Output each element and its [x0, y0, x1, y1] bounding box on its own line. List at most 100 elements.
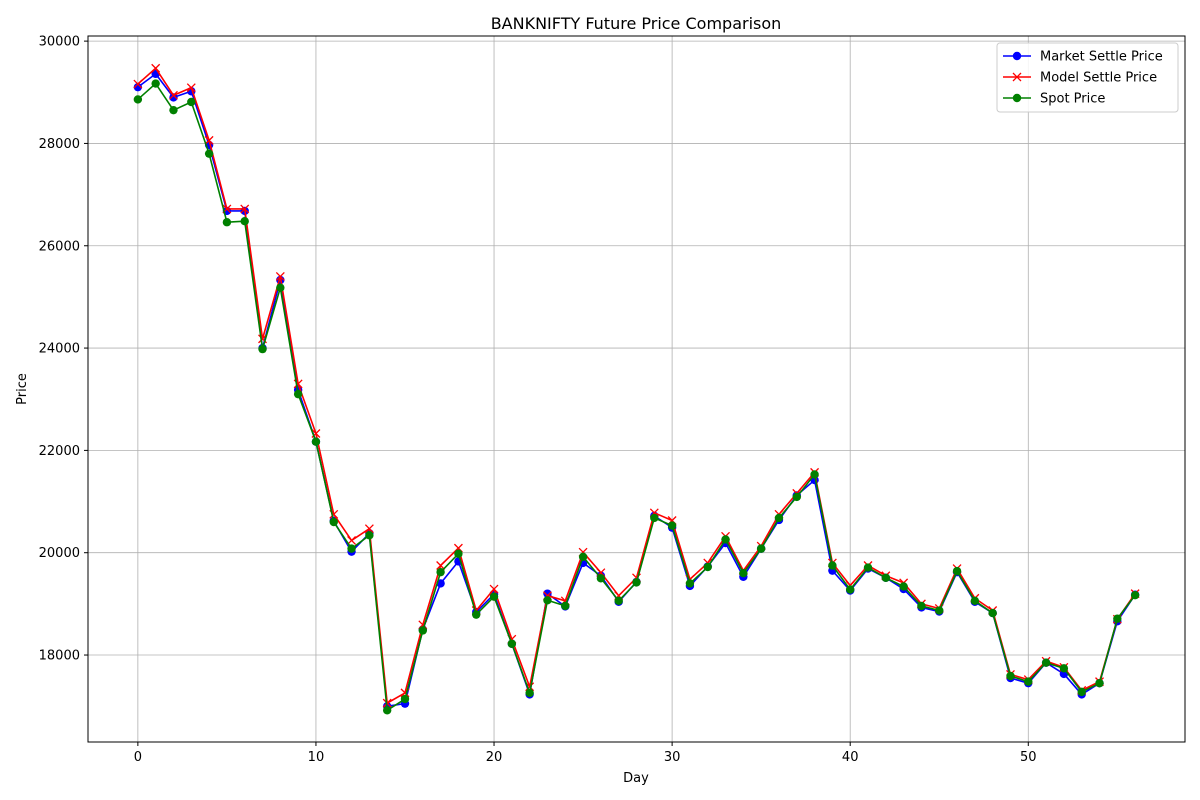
data-point: [454, 549, 463, 558]
data-point: [970, 596, 980, 605]
data-point: [204, 135, 214, 145]
data-point: [596, 574, 606, 583]
y-axis: 18000 20000 22000 24000 26000 28000 30000: [39, 35, 88, 664]
data-point: [347, 535, 357, 545]
x-axis: 0 10 20 30 40 50: [134, 742, 1037, 765]
data-point: [240, 216, 249, 226]
y-tick-label: 18000: [39, 649, 80, 664]
data-point: [899, 582, 908, 591]
data-point: [739, 568, 748, 578]
data-point: [151, 63, 161, 73]
series-2: [133, 79, 1140, 715]
legend-marker: [1012, 51, 1022, 61]
data-point: [240, 204, 250, 214]
data-point: [543, 596, 552, 605]
x-tick-label: 0: [134, 750, 142, 765]
data-point: [810, 470, 819, 479]
data-point: [935, 606, 944, 615]
x-axis-label: Day: [623, 771, 649, 786]
data-point: [1113, 614, 1122, 623]
data-point: [774, 513, 784, 523]
data-point: [792, 492, 801, 502]
data-point: [347, 544, 356, 553]
data-point: [293, 389, 303, 399]
data-point: [436, 561, 446, 570]
data-point: [418, 626, 427, 635]
legend-label: Spot Price: [1040, 92, 1105, 107]
y-tick-label: 26000: [39, 239, 80, 254]
data-point: [258, 344, 267, 354]
data-point: [151, 79, 160, 88]
data-point: [1077, 687, 1086, 697]
data-point: [436, 567, 445, 577]
data-point: [489, 592, 499, 601]
data-point: [133, 79, 143, 89]
chart-title: BANKNIFTY Future Price Comparison: [491, 14, 782, 33]
data-point: [204, 149, 214, 158]
y-axis-label: Price: [15, 373, 30, 405]
data-point: [828, 561, 837, 570]
data-point: [988, 608, 997, 618]
data-point: [1041, 658, 1051, 667]
data-point: [507, 639, 517, 648]
data-point: [1130, 590, 1140, 600]
plot-frame: [87, 35, 1186, 743]
data-point: [169, 105, 178, 115]
data-point: [614, 596, 623, 605]
x-tick-label: 50: [1020, 750, 1037, 765]
legend-box: [996, 42, 1179, 113]
data-point: [329, 517, 338, 527]
data-point: [472, 610, 481, 619]
data-point: [222, 218, 232, 227]
data-point: [721, 535, 730, 544]
data-point: [650, 513, 659, 523]
data-point: [685, 579, 695, 588]
data-point: [846, 585, 855, 594]
legend-label: Market Settle Price: [1040, 50, 1163, 65]
y-tick-label: 24000: [39, 342, 80, 357]
data-point: [276, 283, 285, 292]
legend-marker: [1012, 72, 1022, 82]
y-tick-label: 28000: [39, 137, 80, 152]
data-point: [1095, 678, 1104, 688]
data-point: [632, 578, 641, 587]
data-point: [667, 521, 677, 530]
x-tick-label: 10: [308, 750, 325, 765]
data-point: [881, 573, 891, 582]
x-tick-label: 20: [486, 750, 503, 765]
y-tick-label: 22000: [39, 444, 80, 459]
data-point: [1024, 677, 1033, 686]
data-point: [952, 566, 962, 576]
x-tick-label: 30: [664, 750, 681, 765]
legend-item: Model Settle Price: [1003, 71, 1157, 86]
legend-item: Market Settle Price: [1003, 50, 1163, 65]
data-point: [133, 82, 143, 92]
data-point: [561, 601, 570, 611]
data-point: [133, 95, 143, 104]
data-point: [275, 271, 285, 281]
data-point: [1006, 671, 1015, 681]
data-point: [703, 562, 712, 572]
legend-label: Model Settle Price: [1040, 71, 1157, 86]
data-point: [364, 524, 374, 534]
x-tick-label: 40: [842, 750, 859, 765]
data-point: [578, 552, 588, 562]
data-point: [365, 531, 374, 540]
data-point: [311, 437, 321, 446]
data-point: [382, 706, 392, 715]
data-point: [917, 601, 926, 611]
grid: [88, 36, 1185, 742]
y-tick-label: 30000: [39, 35, 80, 50]
data-point: [400, 694, 410, 704]
series-layer: [133, 63, 1140, 715]
data-point: [187, 97, 196, 107]
plot-area: [88, 36, 1185, 742]
data-point: [756, 544, 766, 553]
legend: Market Settle Price Model Settle Price Spo…: [996, 42, 1179, 113]
legend-item: Spot Price: [1003, 92, 1105, 107]
data-point: [863, 563, 873, 572]
legend-marker: [1012, 93, 1022, 103]
data-point: [186, 83, 196, 93]
y-tick-label: 20000: [39, 546, 80, 561]
